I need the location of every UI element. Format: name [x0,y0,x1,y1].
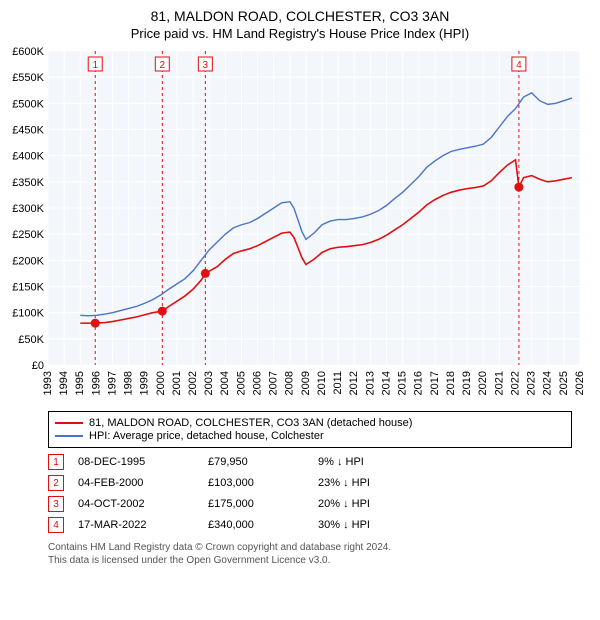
footer-line-2: This data is licensed under the Open Gov… [48,554,572,567]
svg-text:2024: 2024 [542,371,554,395]
svg-text:1998: 1998 [123,371,135,395]
svg-text:2018: 2018 [445,371,457,395]
sale-diff: 30% ↓ HPI [318,519,438,531]
sale-row: 2 04-FEB-2000£103,00023% ↓ HPI [48,475,572,491]
svg-text:£200K: £200K [12,255,44,267]
svg-text:2012: 2012 [348,371,360,395]
svg-text:2006: 2006 [251,371,263,395]
svg-text:2: 2 [160,60,166,71]
svg-text:2017: 2017 [429,371,441,395]
footer-attribution: Contains HM Land Registry data © Crown c… [48,541,572,567]
svg-text:2022: 2022 [509,371,521,395]
sale-date: 08-DEC-1995 [78,456,208,468]
svg-text:£500K: £500K [12,98,44,110]
legend-label: 81, MALDON ROAD, COLCHESTER, CO3 3AN (de… [89,417,412,429]
svg-text:2007: 2007 [268,371,280,395]
svg-text:1994: 1994 [58,371,70,395]
svg-text:£450K: £450K [12,125,44,137]
svg-text:£0: £0 [32,360,44,372]
svg-text:£50K: £50K [18,334,44,346]
chart-title: 81, MALDON ROAD, COLCHESTER, CO3 3AN [0,8,600,24]
svg-text:£550K: £550K [12,72,44,84]
svg-text:2005: 2005 [235,371,247,395]
svg-text:2011: 2011 [332,371,344,395]
legend: 81, MALDON ROAD, COLCHESTER, CO3 3AN (de… [48,411,572,448]
sale-price: £175,000 [208,498,318,510]
sale-price: £103,000 [208,477,318,489]
sale-row: 1 08-DEC-1995£79,9509% ↓ HPI [48,454,572,470]
sale-row: 3 04-OCT-2002£175,00020% ↓ HPI [48,496,572,512]
svg-text:1997: 1997 [106,371,118,395]
svg-text:£100K: £100K [12,308,44,320]
sale-date: 04-OCT-2002 [78,498,208,510]
svg-text:£350K: £350K [12,177,44,189]
svg-text:2001: 2001 [171,371,183,395]
svg-text:2002: 2002 [187,371,199,395]
sale-badge: 1 [48,454,64,470]
svg-text:2008: 2008 [284,371,296,395]
legend-item: 81, MALDON ROAD, COLCHESTER, CO3 3AN (de… [55,417,565,429]
sale-price: £340,000 [208,519,318,531]
sale-diff: 20% ↓ HPI [318,498,438,510]
svg-text:2010: 2010 [316,371,328,395]
svg-text:1999: 1999 [139,371,151,395]
svg-text:£300K: £300K [12,203,44,215]
svg-text:£400K: £400K [12,151,44,163]
legend-swatch [55,422,83,424]
svg-text:£150K: £150K [12,282,44,294]
legend-label: HPI: Average price, detached house, Colc… [89,430,324,442]
svg-text:1993: 1993 [42,371,54,395]
sale-row: 4 17-MAR-2022£340,00030% ↓ HPI [48,517,572,533]
svg-text:2013: 2013 [364,371,376,395]
svg-text:2019: 2019 [461,371,473,395]
svg-text:2000: 2000 [155,371,167,395]
svg-text:4: 4 [516,60,522,71]
chart-subtitle: Price paid vs. HM Land Registry's House … [0,26,600,41]
svg-text:2009: 2009 [300,371,312,395]
svg-text:2021: 2021 [493,371,505,395]
svg-text:2003: 2003 [203,371,215,395]
svg-text:3: 3 [203,60,209,71]
sale-badge: 4 [48,517,64,533]
svg-text:2023: 2023 [526,371,538,395]
svg-text:2026: 2026 [574,371,586,395]
svg-text:1: 1 [92,60,98,71]
sale-date: 04-FEB-2000 [78,477,208,489]
legend-swatch [55,435,83,437]
sale-diff: 9% ↓ HPI [318,456,438,468]
sale-badge: 2 [48,475,64,491]
sale-date: 17-MAR-2022 [78,519,208,531]
svg-text:2016: 2016 [413,371,425,395]
legend-item: HPI: Average price, detached house, Colc… [55,430,565,442]
svg-text:2015: 2015 [397,371,409,395]
svg-text:1995: 1995 [74,371,86,395]
svg-text:1996: 1996 [90,371,102,395]
sale-price: £79,950 [208,456,318,468]
sales-table: 108-DEC-1995£79,9509% ↓ HPI204-FEB-2000£… [48,454,572,533]
sale-diff: 23% ↓ HPI [318,477,438,489]
price-chart: £0 £50K £100K £150K £200K £250K £300K £350K £400… [0,45,600,405]
svg-text:£600K: £600K [12,46,44,58]
footer-line-1: Contains HM Land Registry data © Crown c… [48,541,572,554]
svg-text:2025: 2025 [558,371,570,395]
svg-text:£250K: £250K [12,229,44,241]
svg-text:2014: 2014 [380,371,392,395]
sale-badge: 3 [48,496,64,512]
svg-text:2020: 2020 [477,371,489,395]
svg-text:2004: 2004 [219,371,231,395]
